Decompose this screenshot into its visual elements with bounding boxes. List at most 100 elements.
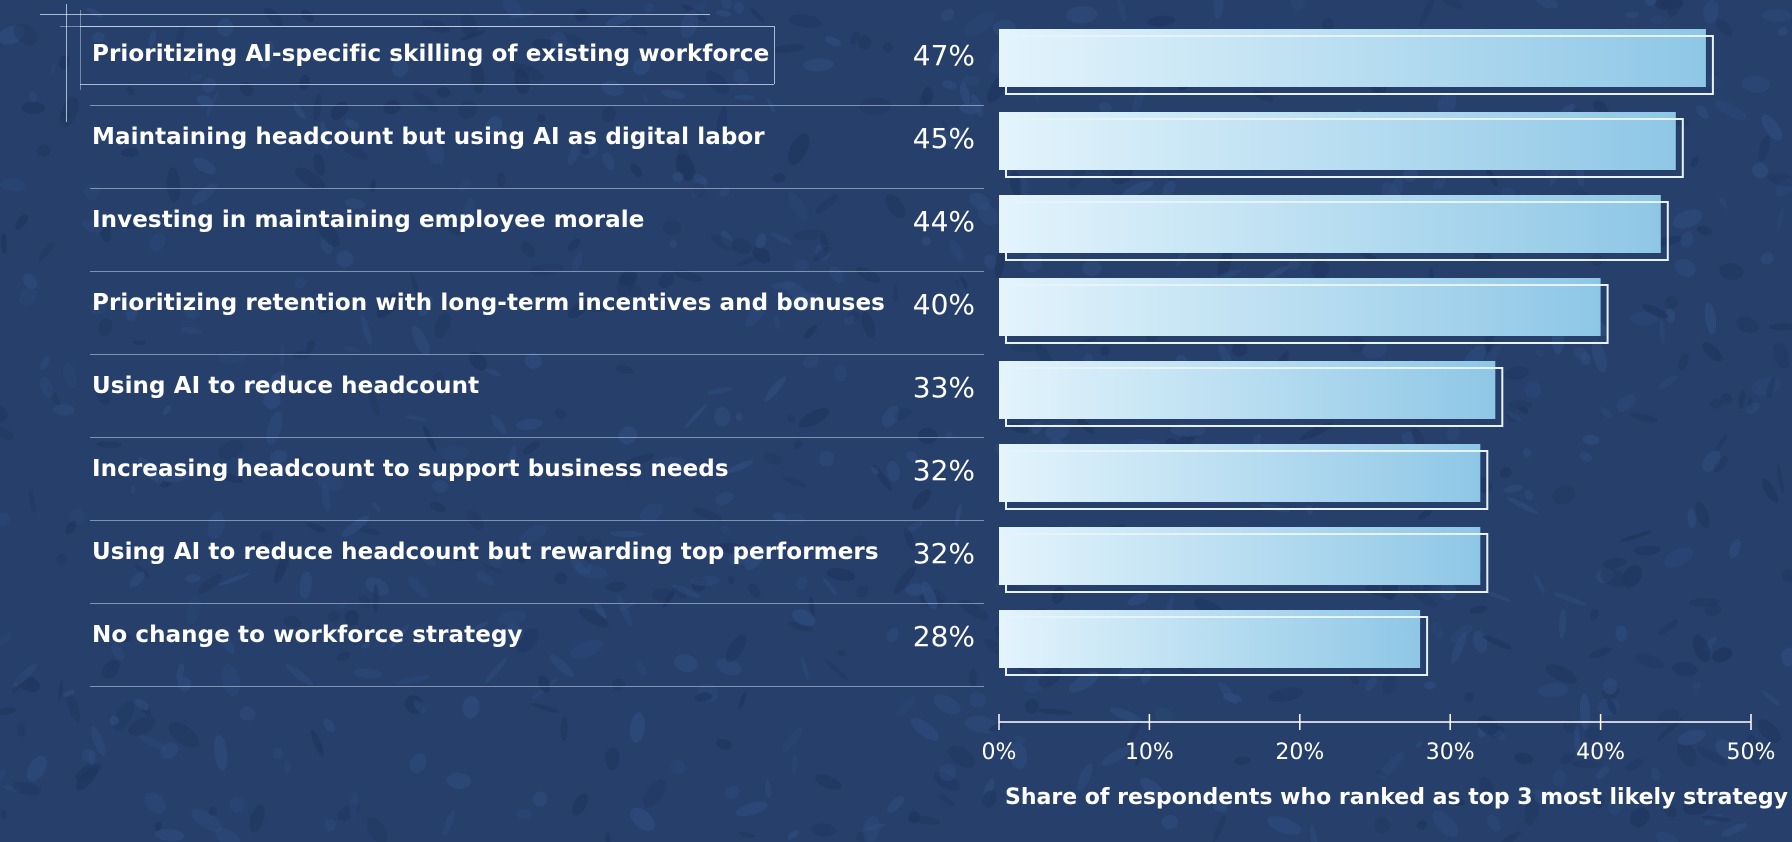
texture-spot xyxy=(395,675,430,685)
texture-spot xyxy=(793,439,803,449)
texture-spot xyxy=(120,212,155,229)
texture-spot xyxy=(460,30,486,41)
texture-spot xyxy=(1615,625,1628,642)
texture-spot xyxy=(941,118,959,148)
bar xyxy=(999,527,1481,585)
texture-spot xyxy=(218,440,245,460)
texture-spot xyxy=(263,391,281,409)
texture-spot xyxy=(782,726,803,753)
texture-spot xyxy=(334,602,348,610)
texture-spot xyxy=(337,803,360,821)
texture-spot xyxy=(692,174,708,185)
texture-spot xyxy=(733,1,744,14)
texture-spot xyxy=(162,405,172,416)
texture-spot xyxy=(328,611,340,623)
texture-spot xyxy=(1594,794,1605,809)
texture-spot xyxy=(1571,760,1601,769)
texture-spot xyxy=(149,232,166,252)
texture-spot xyxy=(439,445,469,461)
texture-spot xyxy=(763,452,782,465)
value-label: 33% xyxy=(912,371,975,404)
texture-spot xyxy=(488,550,503,568)
texture-spot xyxy=(815,194,839,214)
texture-spot xyxy=(409,753,427,774)
texture-spot xyxy=(367,387,380,417)
texture-spot xyxy=(771,282,796,290)
texture-spot xyxy=(453,552,463,562)
texture-spot xyxy=(1174,665,1203,677)
texture-spot xyxy=(1622,565,1643,588)
texture-spot xyxy=(1139,777,1165,799)
texture-spot xyxy=(1630,807,1650,828)
texture-spot xyxy=(887,795,905,813)
texture-spot xyxy=(1579,693,1591,730)
texture-spot xyxy=(264,7,284,27)
texture-spot xyxy=(75,766,98,791)
texture-spot xyxy=(58,55,70,70)
texture-spot xyxy=(1746,402,1760,415)
texture-spot xyxy=(789,14,822,28)
texture-spot xyxy=(1629,412,1658,423)
texture-spot xyxy=(1037,708,1073,715)
texture-spot xyxy=(22,273,38,290)
texture-spot xyxy=(726,460,754,473)
texture-spot xyxy=(198,574,223,594)
texture-spot xyxy=(144,792,167,815)
texture-spot xyxy=(1729,539,1741,559)
texture-spot xyxy=(1715,433,1728,452)
texture-spot xyxy=(474,621,489,630)
texture-spot xyxy=(1479,776,1494,802)
texture-spot xyxy=(929,131,964,148)
texture-spot xyxy=(1657,619,1679,635)
texture-spot xyxy=(602,152,615,171)
row-divider xyxy=(90,188,984,189)
texture-spot xyxy=(825,659,849,681)
texture-spot xyxy=(190,73,203,81)
texture-spot xyxy=(411,326,430,356)
texture-spot xyxy=(750,8,765,23)
texture-spot xyxy=(66,693,80,722)
category-label: Using AI to reduce headcount but rewardi… xyxy=(92,539,879,565)
texture-spot xyxy=(1558,609,1566,639)
texture-spot xyxy=(850,31,860,45)
texture-spot xyxy=(714,542,750,554)
texture-spot xyxy=(1451,632,1467,664)
bar xyxy=(999,361,1496,419)
texture-spot xyxy=(425,465,451,480)
texture-spot xyxy=(1434,745,1451,760)
texture-spot xyxy=(134,699,150,711)
texture-spot xyxy=(249,804,265,833)
texture-spot xyxy=(502,0,523,18)
texture-spot xyxy=(413,700,426,714)
texture-spot xyxy=(1672,209,1703,229)
texture-spot xyxy=(376,292,401,319)
row-divider xyxy=(90,437,984,438)
texture-spot xyxy=(505,445,517,480)
texture-spot xyxy=(497,610,527,626)
texture-spot xyxy=(1082,260,1102,277)
texture-spot xyxy=(1761,114,1783,141)
row-divider xyxy=(90,354,984,355)
texture-spot xyxy=(283,616,301,629)
texture-spot xyxy=(69,508,85,525)
texture-spot xyxy=(1213,0,1224,20)
texture-spot xyxy=(521,241,536,258)
bar xyxy=(999,444,1481,502)
texture-spot xyxy=(772,44,806,53)
texture-spot xyxy=(537,129,552,137)
texture-spot xyxy=(1469,605,1488,614)
texture-spot xyxy=(1712,647,1733,663)
texture-spot xyxy=(850,535,868,553)
texture-spot xyxy=(961,75,980,86)
texture-spot xyxy=(1500,467,1512,479)
texture-spot xyxy=(886,627,899,643)
texture-spot xyxy=(1768,323,1792,331)
texture-spot xyxy=(1401,431,1415,446)
texture-spot xyxy=(619,270,638,287)
texture-spot xyxy=(1213,802,1228,813)
bar-outline xyxy=(1005,201,1669,261)
texture-spot xyxy=(732,238,753,254)
texture-spot xyxy=(1761,251,1774,265)
